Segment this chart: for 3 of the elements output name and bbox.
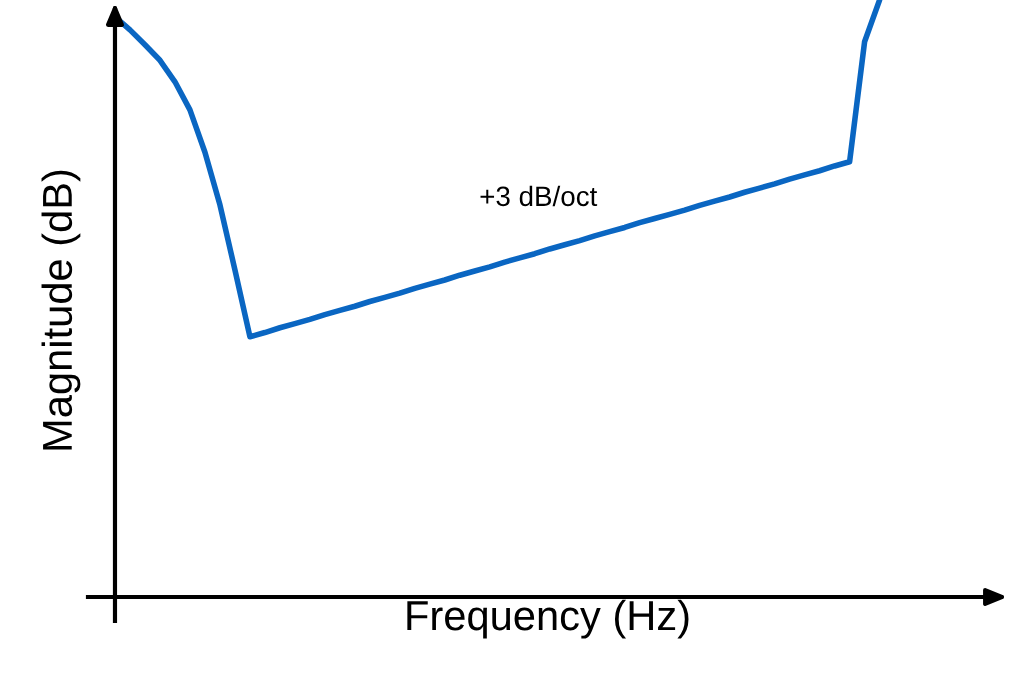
y-axis-title: Magnitude (dB)	[41, 170, 81, 450]
annotation: +3 dB/oct	[480, 185, 598, 207]
x-axis-title: Frequency (Hz)	[407, 599, 689, 639]
